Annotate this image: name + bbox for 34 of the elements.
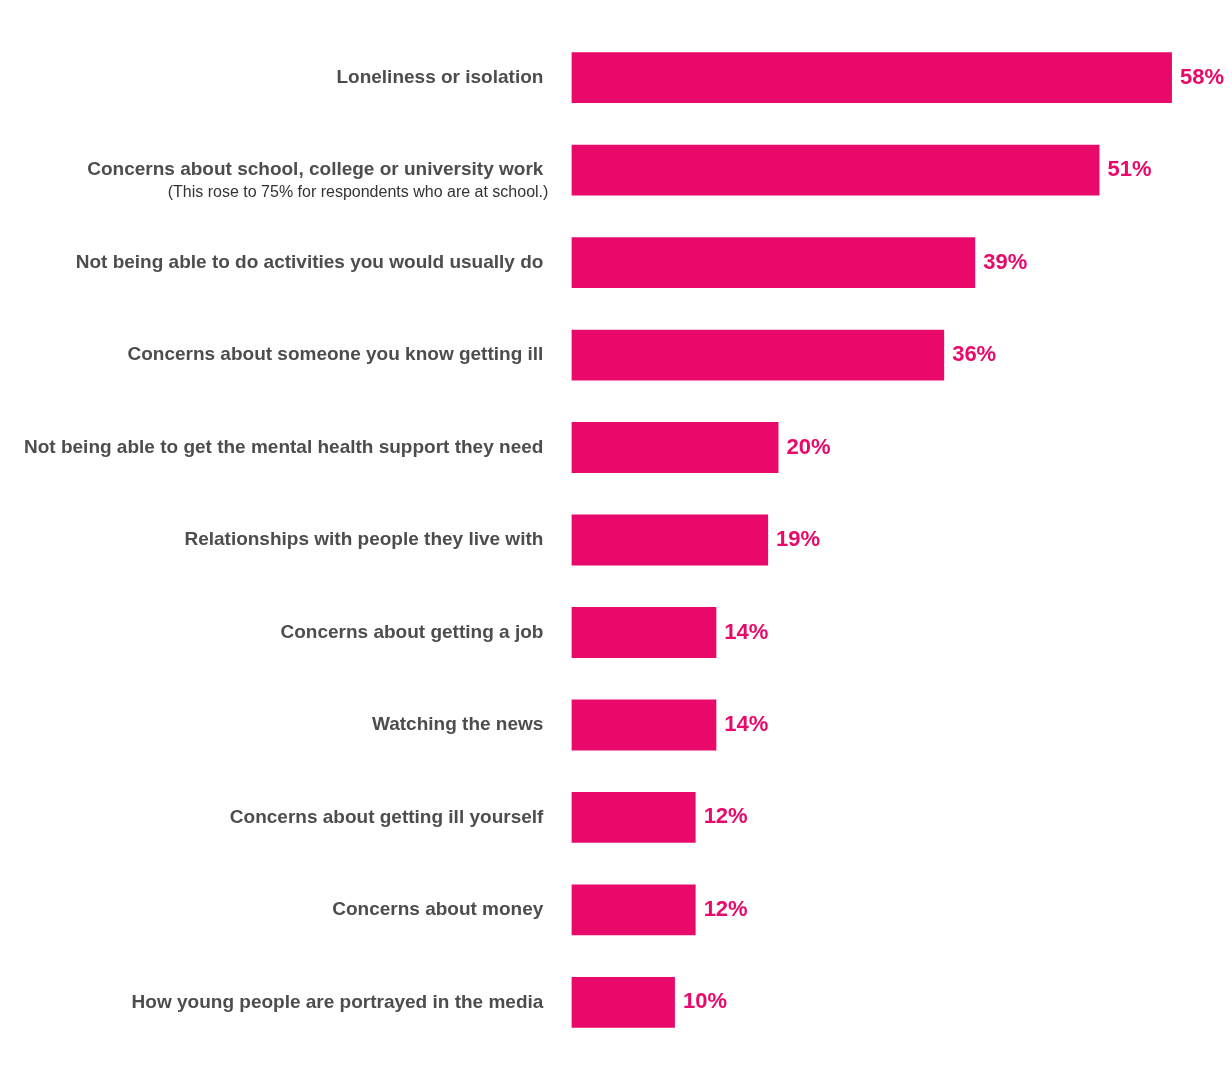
data-label: 12% xyxy=(703,803,748,829)
text: (This rose to 75% for respondents who are at school.) xyxy=(167,182,549,200)
data-label: 14% xyxy=(724,711,769,737)
y-tick-label: Concerns about money xyxy=(332,898,544,920)
bar xyxy=(571,514,769,566)
y-tick-label: Relationships with people they live with xyxy=(184,528,544,550)
y-tick-label: Concerns about getting ill yourself xyxy=(229,805,545,827)
bar xyxy=(571,976,675,1028)
y-tick-label: Not being able to get the mental health support they need xyxy=(24,435,544,457)
bar xyxy=(571,144,1100,196)
y-tick-label: Loneliness or isolation xyxy=(336,65,544,87)
data-label: 19% xyxy=(776,526,821,552)
bar xyxy=(571,52,1172,104)
bar xyxy=(571,699,717,751)
data-label: 14% xyxy=(724,618,769,644)
bar xyxy=(571,422,779,473)
bar xyxy=(571,884,696,936)
bar xyxy=(571,791,696,843)
y-tick-label: Not being able to do activities you would usually do xyxy=(75,250,544,272)
data-label: 58% xyxy=(1179,63,1224,89)
y-tick-label: Concerns about getting a job xyxy=(280,620,544,642)
data-label: 12% xyxy=(703,895,748,921)
y-tick-label: Concerns about someone you know getting ill xyxy=(127,343,544,365)
data-label: 39% xyxy=(983,248,1028,274)
bar xyxy=(571,329,945,381)
bar xyxy=(571,237,976,289)
data-label: 51% xyxy=(1107,156,1152,182)
data-label: 10% xyxy=(682,988,727,1014)
y-tick-label: How young people are portrayed in the media xyxy=(131,990,544,1012)
data-label: 36% xyxy=(952,341,997,367)
y-tick-label: Concerns about school, college or university work xyxy=(87,158,544,180)
data-label: 20% xyxy=(786,433,831,459)
y-tick-label: Watching the news xyxy=(372,713,544,735)
bar xyxy=(571,607,717,658)
